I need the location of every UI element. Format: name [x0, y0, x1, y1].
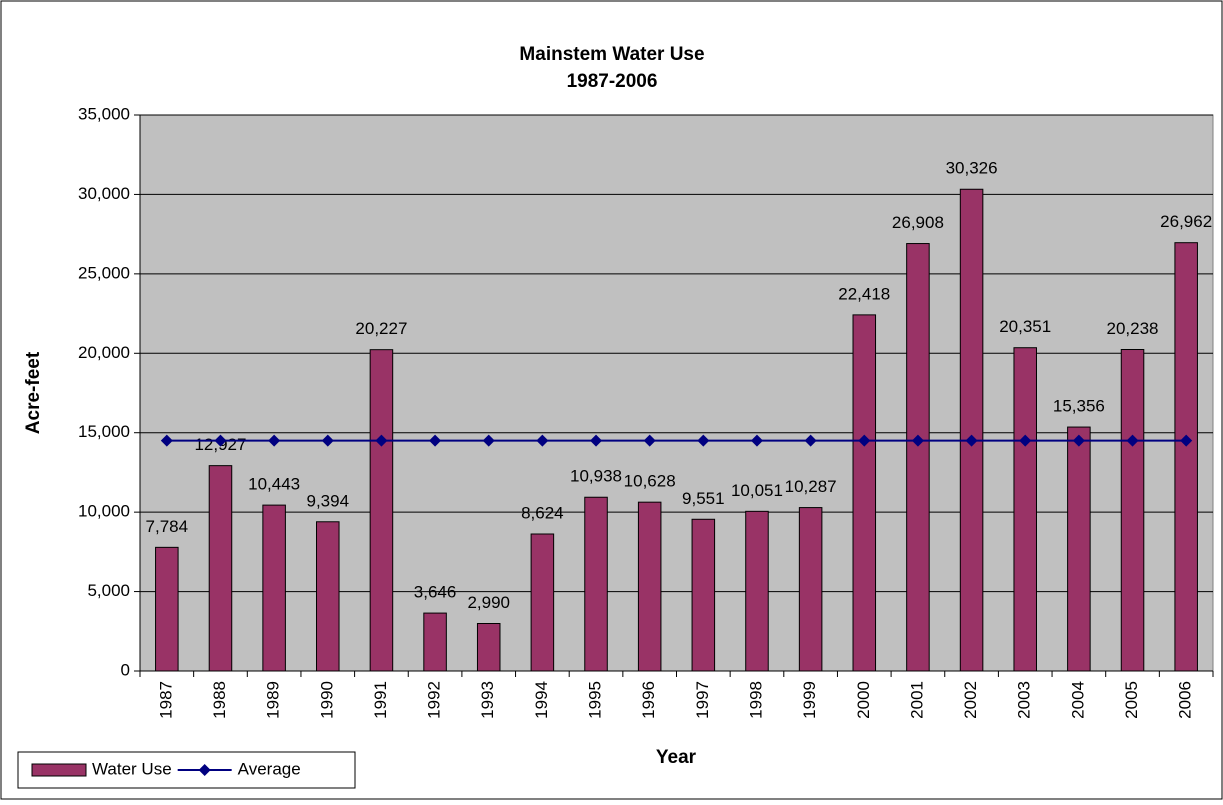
y-tick-label: 35,000	[78, 104, 130, 123]
data-label: 26,962	[1160, 212, 1212, 231]
bar	[423, 612, 447, 672]
x-axis-label: Year	[656, 747, 697, 768]
x-tick-label: 2004	[1068, 681, 1087, 719]
x-tick-label: 2000	[854, 681, 873, 719]
bar	[208, 465, 233, 672]
plot-area	[139, 114, 1214, 672]
x-tick-label: 1993	[478, 681, 497, 719]
average-marker	[1126, 434, 1139, 447]
x-tick-label: 2003	[1015, 681, 1034, 719]
y-axis-label: Acre-feet	[23, 351, 44, 434]
average-marker	[697, 434, 710, 447]
average-marker	[429, 434, 442, 447]
bar	[1067, 426, 1091, 672]
chart-title: Mainstem Water Use	[519, 44, 704, 65]
x-tick-label: 2005	[1122, 681, 1141, 719]
x-tick-label: 2001	[907, 681, 926, 719]
data-label: 7,784	[146, 517, 189, 536]
x-tick-label: 2006	[1176, 681, 1195, 719]
legend-label: Water Use	[92, 759, 172, 778]
x-tick-label: 1990	[317, 681, 336, 719]
average-marker	[965, 434, 978, 447]
y-tick-label: 0	[121, 660, 130, 679]
legend-marker	[198, 764, 211, 776]
y-tick-label: 20,000	[78, 343, 130, 362]
bar	[316, 521, 340, 672]
data-label: 10,628	[624, 472, 676, 491]
bar	[1013, 347, 1037, 672]
average-marker	[160, 434, 173, 447]
data-label: 30,326	[946, 159, 998, 178]
bar	[1174, 242, 1198, 672]
bar	[852, 314, 877, 672]
bar	[369, 349, 394, 672]
chart-subtitle: 1987-2006	[567, 71, 658, 92]
bar	[745, 510, 769, 672]
bar	[798, 507, 823, 672]
bar	[262, 504, 286, 672]
average-marker	[321, 434, 334, 447]
x-tick-label: 1991	[371, 681, 390, 719]
bar	[959, 188, 984, 672]
data-label: 10,938	[570, 467, 622, 486]
x-tick-label: 1998	[746, 681, 765, 719]
data-label: 9,551	[682, 489, 725, 508]
bar	[530, 533, 555, 672]
bar	[584, 496, 608, 672]
data-label: 9,394	[307, 491, 350, 510]
average-marker	[804, 434, 817, 447]
data-label: 22,418	[838, 284, 890, 303]
x-tick-label: 1999	[800, 681, 819, 719]
x-tick-label: 1987	[156, 681, 175, 719]
y-tick-label: 5,000	[87, 581, 130, 600]
x-tick-label: 1996	[639, 681, 658, 719]
x-tick-label: 1992	[425, 681, 444, 719]
average-marker	[375, 434, 388, 447]
data-label: 10,051	[731, 481, 783, 500]
bar	[155, 546, 179, 672]
x-tick-label: 1988	[210, 681, 229, 719]
legend-swatch	[31, 763, 87, 777]
average-marker	[911, 434, 924, 447]
bar	[476, 623, 501, 672]
x-tick-label: 1994	[532, 681, 551, 719]
average-marker	[1072, 434, 1085, 447]
y-tick-label: 25,000	[78, 263, 130, 282]
average-marker	[750, 434, 763, 447]
data-label: 26,908	[892, 213, 944, 232]
y-tick-label: 10,000	[78, 502, 130, 521]
data-label: 10,287	[785, 477, 837, 496]
bar	[691, 518, 716, 672]
legend-label: Average	[238, 759, 301, 778]
average-marker	[1180, 434, 1193, 447]
average-marker	[536, 434, 549, 447]
bar	[1120, 349, 1145, 672]
x-tick-label: 2002	[961, 681, 980, 719]
data-label: 2,990	[467, 593, 510, 612]
y-tick-label: 30,000	[78, 184, 130, 203]
average-marker	[268, 434, 281, 447]
average-marker	[482, 434, 495, 447]
average-marker	[643, 434, 656, 447]
data-label: 10,443	[248, 475, 300, 494]
data-label: 20,351	[999, 317, 1051, 336]
average-marker	[1019, 434, 1032, 447]
data-label: 20,238	[1107, 319, 1159, 338]
data-label: 15,356	[1053, 397, 1105, 416]
bar	[906, 243, 930, 672]
x-tick-label: 1989	[264, 681, 283, 719]
data-label: 8,624	[521, 503, 564, 522]
average-marker	[590, 434, 603, 447]
y-tick-label: 15,000	[78, 422, 130, 441]
average-marker	[858, 434, 871, 447]
bar	[637, 501, 662, 672]
x-tick-label: 1995	[586, 681, 605, 719]
average-marker	[214, 434, 227, 447]
x-tick-label: 1997	[693, 681, 712, 719]
data-label: 3,646	[414, 583, 457, 602]
data-label: 20,227	[355, 319, 407, 338]
